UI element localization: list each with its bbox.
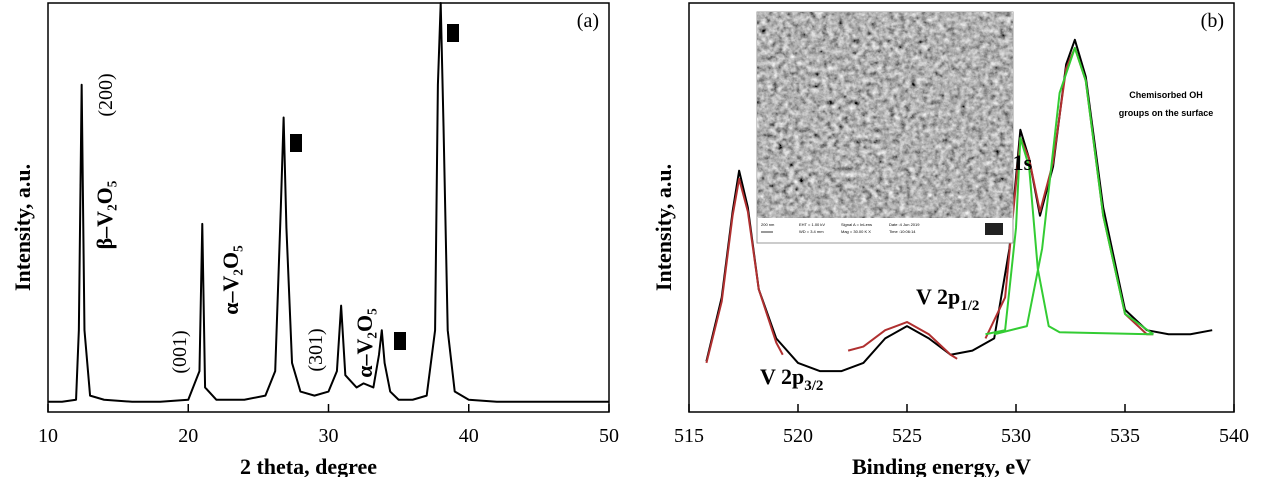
y-axis-title: Intensity, a.u. [651,164,676,291]
x-tick-label: 525 [892,425,922,447]
annotation-text: Chemisorbed OH [1129,90,1203,100]
plot-frame [688,2,1235,413]
data-line [48,2,609,403]
x-axis-title: 2 theta, degree [240,454,377,477]
panel-label: (a) [577,10,599,32]
data-line [705,177,784,364]
y-axis-title: Intensity, a.u. [10,164,35,291]
annotation-text: V 2p [760,364,804,389]
inset-text: Signal A = InLens [841,222,872,227]
data-line [993,46,1154,336]
sem-image [757,12,1013,218]
annotation: α–V₂O₅ [218,245,243,315]
annotation-subscript: 1/2 [960,298,979,314]
panel-label: (b) [1201,10,1224,32]
plot-frame [47,2,610,413]
annotation-subscript: 3/2 [804,378,823,394]
x-tick-label: 540 [1219,425,1249,447]
annotation: (001) [169,330,191,373]
panel-b: 515 520 525 530 535 540 Binding energy, eV Inte… [651,2,1249,477]
panel-a: 10 20 30 40 50 2 theta, degree Intensity, a.u.… [10,2,619,477]
x-tick-label: 530 [1001,425,1031,447]
annotation: (301) [305,328,327,371]
inset-text: EHT = 1.00 kV [799,222,825,227]
x-tick-label: 515 [674,425,704,447]
x-tick-label: 30 [319,425,339,447]
x-axis-title: Binding energy, eV [852,454,1031,477]
inset-text: Time :10:06:14 [889,229,916,234]
annotation: V 2p3/2 [760,364,823,394]
inset-text: Mag = 30.00 K X [841,229,871,234]
annotation-text: groups on the surface [1119,108,1214,118]
x-tick-label: 20 [178,425,198,447]
x-tick-label: 520 [783,425,813,447]
x-tick-label: 40 [459,425,479,447]
inset-text: 200 nm [761,222,775,227]
annotation: β–V₂O₅ [92,180,117,249]
annotation: (200) [95,73,117,116]
annotation: α–V₂O₅ [352,308,377,378]
inset-text: WD = 3.4 mm [799,229,824,234]
annotation: V 2p1/2 [916,284,979,314]
data-line [847,321,958,360]
annotation-text: V 2p [916,284,960,309]
inset-text: Date :4 Jun 2019 [889,222,920,227]
phase-marker [394,332,406,350]
phase-marker [447,24,459,42]
annotation: Chemisorbed OH [1129,90,1203,100]
x-tick-label: 535 [1110,425,1140,447]
x-tick-label: 50 [599,425,619,447]
x-tick-label: 10 [38,425,58,447]
data-line [985,136,1154,336]
inset-logo [985,223,1003,235]
annotation: groups on the surface [1119,108,1214,118]
phase-marker [290,134,302,152]
